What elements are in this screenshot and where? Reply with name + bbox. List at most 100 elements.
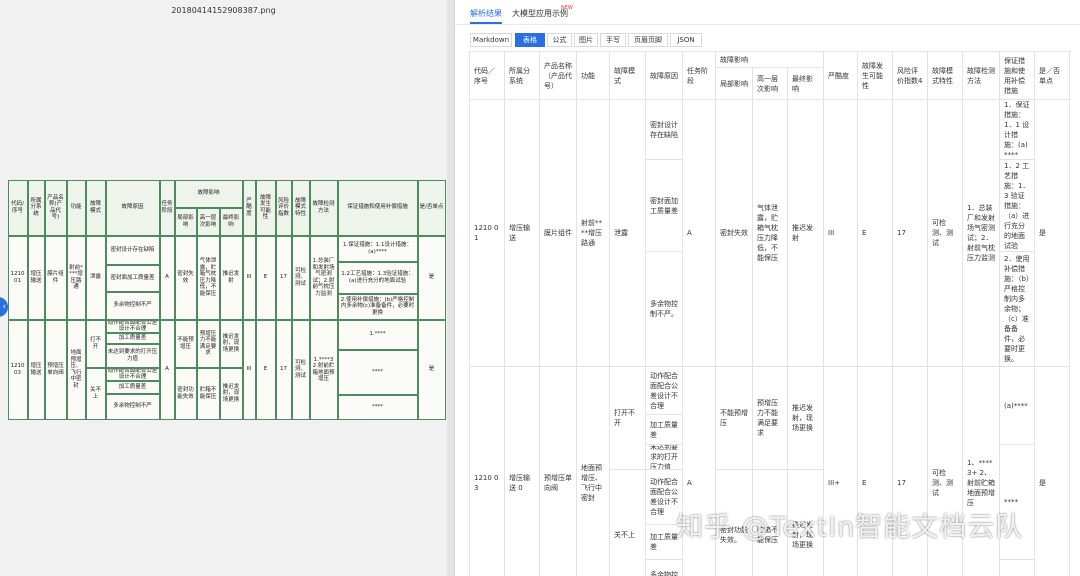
column-header: 故障模式特性 — [928, 52, 963, 100]
table-cell: 推迟发射，现场更换 — [219, 367, 243, 420]
group-header: 故障影响 — [174, 179, 243, 208]
table-cell: 可检测、测试 — [291, 235, 310, 320]
table-cell: 可检测、测试 — [291, 319, 310, 420]
table-cell: 1．总装厂和发射场气密测试；2．射前气枕压力监测 — [963, 100, 1000, 367]
format-button[interactable]: 表格 — [515, 33, 545, 47]
table-cell: 1.2工艺措施：1.3验证措施：(a)进行充分的地面试验 — [337, 261, 418, 294]
table-cell: 1210 01 — [7, 235, 28, 320]
table-cell: 气体泄露，贮箱气枕压力降低，不能保压 — [196, 235, 220, 320]
format-button[interactable]: Markdown — [470, 33, 512, 47]
tab[interactable]: 解析结果 — [470, 9, 502, 18]
column-header: 故障模式特性 — [291, 179, 310, 236]
format-button[interactable]: JSON — [670, 33, 702, 47]
table-cell: 密封面加工质量差 — [646, 160, 683, 252]
collapse-handle[interactable]: ‹ — [0, 297, 8, 317]
table-cell: 多余物控制不严 — [646, 560, 683, 576]
scrollbar[interactable] — [447, 0, 455, 576]
table-cell: 打不开 — [85, 319, 106, 368]
table-cell: A — [683, 367, 716, 576]
table-cell: 贮箱不能保压 — [196, 367, 220, 420]
table-cell: 密封设计存在缺陷 — [105, 235, 160, 265]
table-cell: 可检测、测试 — [928, 100, 963, 367]
table-cell: 多余物控制不严 — [105, 393, 160, 420]
format-button[interactable]: 公式 — [547, 33, 572, 47]
image-panel: 20180414152908387.png 代码/序号 所属分系统 产品名称(产品代… — [0, 0, 447, 576]
table-cell: 1210 01 — [470, 100, 505, 367]
table-cell: 贮箱不能保压 — [753, 470, 788, 576]
table-cell: 射前****增压路通 — [66, 235, 86, 320]
table-cell: 膜片组件 — [540, 100, 577, 367]
table-cell: 1210 03 — [470, 367, 505, 576]
column-header: 功能 — [577, 52, 610, 100]
table-cell: 增压输送 — [505, 100, 540, 367]
table-cell: E — [858, 100, 893, 367]
column-header: 故障发生可能性 — [858, 52, 893, 100]
table-cell: 推迟发射，现场更换 — [219, 319, 243, 368]
table-cell: 是 — [417, 319, 446, 420]
table-cell: III — [242, 319, 256, 420]
format-button[interactable]: 手写 — [600, 33, 626, 47]
column-header: 故障检测方法 — [963, 52, 1000, 100]
tab[interactable]: 大模型应用示例 — [512, 9, 568, 18]
table-cell: 预增压单向阀 — [540, 367, 577, 576]
table-cell: 17 — [275, 235, 292, 320]
table-cell: 打开不开 — [610, 367, 646, 470]
column-header: 产品名称（产品代号） — [540, 52, 577, 100]
table-cell: 多余物控制不严 — [105, 291, 160, 320]
filename: 20180414152908387.png — [171, 6, 276, 15]
table-cell: 增压输送 0 — [505, 367, 540, 576]
table-cell: 增压输送 — [27, 319, 45, 420]
table-cell: 关不上 — [85, 367, 106, 420]
table-cell: A — [159, 319, 175, 420]
column-header: 是/否单点 — [417, 179, 446, 236]
table-cell: III — [824, 100, 858, 367]
format-button[interactable]: 页眉页脚 — [628, 33, 668, 47]
table-cell: 1.****3 2.射前贮箱地面预增压 — [309, 319, 338, 420]
table-cell: 1．保证措施：1．1 设计措施：(a)**** — [1000, 100, 1035, 160]
table-cell: E — [255, 235, 276, 320]
column-subheader: 局部影响 — [716, 68, 753, 100]
table-cell: 加工质量差 — [105, 332, 160, 344]
table-cell: 可检测、测试 — [928, 367, 963, 576]
table-cell: **** — [337, 349, 418, 395]
table-cell: 1.保证措施：1.1设计措施：(a)**** — [337, 235, 418, 262]
column-header: 故障模式 — [610, 52, 646, 100]
format-button[interactable]: 图片 — [574, 33, 598, 47]
table-cell: 1.总装厂和发射场气密测试；2.射前气枕压力监测 — [309, 235, 338, 320]
table-cell: E — [858, 367, 893, 576]
result-table: 代码／序号 所属分系统 产品名称（产品代号） 功能 故障模式 故障原因 任务阶段 故障影响 严酷… — [469, 51, 1071, 576]
column-header: 保证措施和使用补偿措施 — [1000, 52, 1035, 100]
table-cell: 密封失效 — [716, 100, 753, 367]
table-cell: 不能预增压 — [716, 367, 753, 470]
column-header: 风险评价指数 — [275, 179, 292, 236]
table-cell: 加工质量差 — [105, 380, 160, 394]
table-cell: 是 — [1035, 367, 1070, 576]
column-header: 严酷度 — [824, 52, 858, 100]
table-cell: 未达到要求的打开压力值 — [105, 343, 160, 368]
table-cell: 动作配合面配合公差设计不合理 — [105, 367, 160, 381]
table-cell: 膜片组件 — [44, 235, 67, 320]
table-cell: 动作配合面配合公差设计不合理 — [646, 367, 683, 415]
column-header: 保证措施和使用补偿措施 — [337, 179, 418, 236]
column-header: 风险评价指数4 — [893, 52, 928, 100]
watermark: 知乎 @TextIn智能文档云队 — [676, 512, 1024, 543]
column-header: 任务阶段 — [683, 52, 716, 100]
column-header: 故障原因 — [646, 52, 683, 100]
table-cell: A — [683, 100, 716, 367]
table-cell: 密封面加工质量差 — [105, 264, 160, 292]
table-cell: **** — [1000, 445, 1035, 560]
table-cell: 地面预增压、飞行中密封 — [577, 367, 610, 576]
new-badge: NEW — [561, 5, 573, 11]
table-cell: 增压输送 — [27, 235, 45, 320]
table-cell: 密封失效 — [174, 235, 197, 320]
column-subheader: 最终影响 — [219, 207, 243, 236]
column-header: 功能 — [66, 179, 86, 236]
table-cell: 加工质量差 — [646, 415, 683, 445]
column-subheader: 最终影响 — [788, 68, 824, 100]
table-cell: 预增压力不能满足要求 — [753, 367, 788, 470]
table-cell: 推迟发射，现场更换 — [788, 367, 824, 470]
table-cell: 17 — [893, 100, 928, 367]
table-cell: 泄露 — [610, 100, 646, 367]
